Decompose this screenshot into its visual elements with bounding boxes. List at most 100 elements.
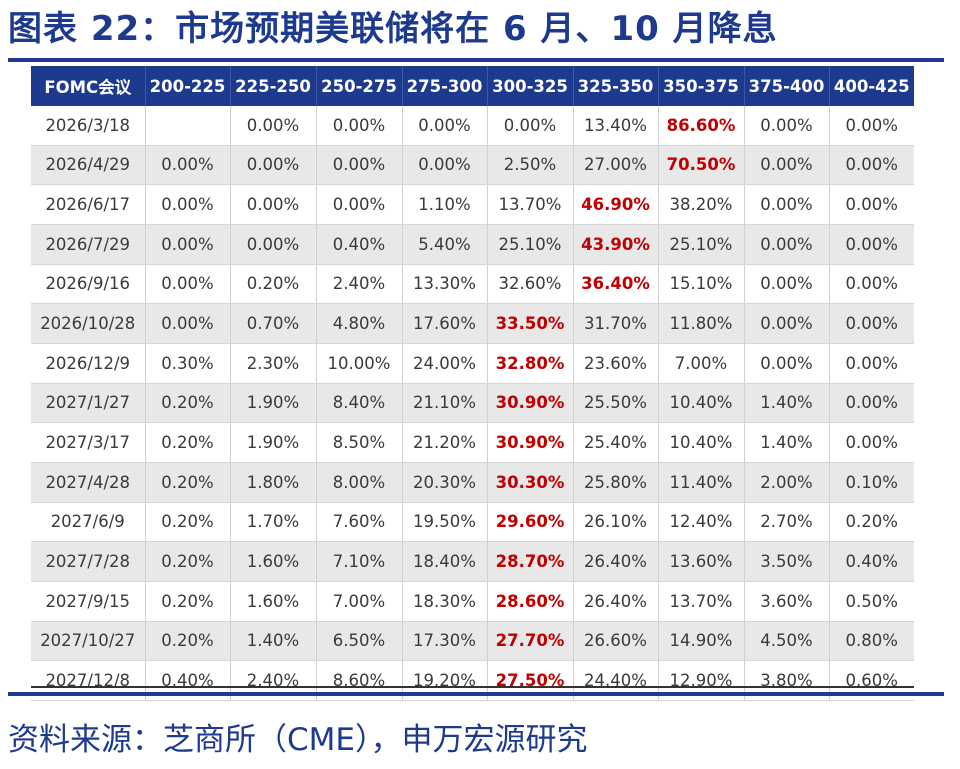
probability-cell: 15.10% — [658, 264, 745, 305]
header-cell-range: 300-325 — [487, 66, 574, 106]
probability-cell: 3.60% — [744, 581, 830, 622]
probability-cell: 0.00% — [829, 106, 914, 146]
probability-cell: 13.70% — [658, 581, 745, 622]
header-cell-range: 225-250 — [230, 66, 317, 106]
highlight-probability-cell: 30.90% — [487, 422, 574, 463]
probability-cell: 2.40% — [316, 264, 403, 305]
probability-cell: 7.60% — [316, 502, 403, 543]
probability-cell: 17.60% — [402, 303, 488, 344]
probability-cell: 8.40% — [316, 383, 403, 424]
table-header-row: FOMC会议 200-225 225-250 250-275 275-300 300-32… — [31, 66, 914, 106]
table-row: 2027/7/28 0.20% 1.60% 7.10% 18.40% 28.70% 26.4… — [31, 541, 914, 582]
highlight-probability-cell: 32.80% — [487, 343, 574, 384]
table-bottom-border — [31, 686, 914, 688]
probability-cell: 8.00% — [316, 462, 403, 503]
probability-cell: 0.00% — [829, 145, 914, 186]
table-row: 2027/4/28 0.20% 1.80% 8.00% 20.30% 30.30% 25.8… — [31, 462, 914, 503]
probability-cell: 0.00% — [829, 343, 914, 384]
probability-cell: 23.60% — [573, 343, 659, 384]
highlight-probability-cell: 30.90% — [487, 383, 574, 424]
probability-cell: 26.10% — [573, 502, 659, 543]
header-cell-range: 250-275 — [316, 66, 403, 106]
probability-cell: 11.40% — [658, 462, 745, 503]
probability-cell: 10.00% — [316, 343, 403, 384]
probability-cell: 0.40% — [316, 224, 403, 265]
table-row: 2026/12/9 0.30% 2.30% 10.00% 24.00% 32.80% 23.… — [31, 343, 914, 384]
header-cell-range: 375-400 — [744, 66, 830, 106]
highlight-probability-cell: 30.30% — [487, 462, 574, 503]
probability-cell: 8.50% — [316, 422, 403, 463]
probability-cell: 0.00% — [744, 264, 830, 305]
probability-cell: 6.50% — [316, 621, 403, 662]
header-cell-meeting: FOMC会议 — [31, 66, 146, 106]
meeting-date-cell: 2026/12/9 — [31, 343, 146, 384]
probability-cell: 2.70% — [744, 502, 830, 543]
meeting-date-cell: 2026/10/28 — [31, 303, 146, 344]
table-row: 2027/1/27 0.20% 1.90% 8.40% 21.10% 30.90% 25.5… — [31, 383, 914, 424]
probability-cell: 0.00% — [145, 224, 231, 265]
meeting-date-cell: 2026/4/29 — [31, 145, 146, 186]
probability-cell: 0.20% — [829, 502, 914, 543]
probability-cell: 27.00% — [573, 145, 659, 186]
meeting-date-cell: 2027/4/28 — [31, 462, 146, 503]
probability-cell: 0.00% — [316, 106, 403, 146]
probability-cell: 0.00% — [316, 145, 403, 186]
probability-cell: 2.00% — [744, 462, 830, 503]
meeting-date-cell: 2027/6/9 — [31, 502, 146, 543]
table-row: 2027/9/15 0.20% 1.60% 7.00% 18.30% 28.60% 26.4… — [31, 581, 914, 622]
probability-cell: 0.00% — [316, 184, 403, 225]
probability-table-container: FOMC会议 200-225 225-250 250-275 275-300 300-32… — [31, 66, 914, 701]
probability-cell: 25.10% — [658, 224, 745, 265]
probability-cell: 0.30% — [145, 343, 231, 384]
highlight-probability-cell: 29.60% — [487, 502, 574, 543]
footer-rule — [8, 692, 944, 696]
probability-cell: 0.00% — [230, 106, 317, 146]
probability-cell: 0.00% — [744, 106, 830, 146]
probability-cell: 0.20% — [145, 581, 231, 622]
probability-cell: 31.70% — [573, 303, 659, 344]
rate-probability-table: FOMC会议 200-225 225-250 250-275 275-300 300-32… — [31, 66, 914, 701]
probability-cell: 0.00% — [744, 343, 830, 384]
meeting-date-cell: 2027/10/27 — [31, 621, 146, 662]
highlight-probability-cell: 28.70% — [487, 541, 574, 582]
probability-cell: 0.00% — [829, 224, 914, 265]
probability-cell: 1.40% — [230, 621, 317, 662]
probability-cell: 0.00% — [829, 264, 914, 305]
title-rule — [8, 58, 944, 62]
probability-cell: 0.20% — [145, 541, 231, 582]
table-row: 2027/3/17 0.20% 1.90% 8.50% 21.20% 30.90% 25.4… — [31, 422, 914, 463]
probability-cell: 26.60% — [573, 621, 659, 662]
probability-cell: 0.00% — [402, 106, 488, 146]
probability-cell: 0.00% — [744, 184, 830, 225]
probability-cell: 4.80% — [316, 303, 403, 344]
probability-cell: 7.10% — [316, 541, 403, 582]
probability-cell: 0.50% — [829, 581, 914, 622]
table-row: 2027/6/9 0.20% 1.70% 7.60% 19.50% 29.60% 26.10… — [31, 502, 914, 543]
chart-title: 图表 22：市场预期美联储将在 6 月、10 月降息 — [8, 9, 778, 49]
probability-cell: 25.40% — [573, 422, 659, 463]
meeting-date-cell: 2026/3/18 — [31, 106, 146, 146]
probability-cell: 21.20% — [402, 422, 488, 463]
probability-cell: 17.30% — [402, 621, 488, 662]
probability-cell: 0.00% — [145, 145, 231, 186]
probability-cell: 0.20% — [145, 462, 231, 503]
table-row: 2026/7/29 0.00% 0.00% 0.40% 5.40% 25.10% 43.90… — [31, 224, 914, 265]
probability-cell: 13.40% — [573, 106, 659, 146]
header-cell-range: 200-225 — [145, 66, 231, 106]
probability-cell: 1.70% — [230, 502, 317, 543]
highlight-probability-cell: 28.60% — [487, 581, 574, 622]
probability-cell: 0.20% — [145, 422, 231, 463]
probability-cell: 7.00% — [316, 581, 403, 622]
table-body: 2026/3/18 0.00% 0.00% 0.00% 0.00% 13.40% 86.60… — [31, 106, 914, 701]
probability-cell: 5.40% — [402, 224, 488, 265]
probability-cell: 26.40% — [573, 541, 659, 582]
probability-cell: 0.00% — [145, 264, 231, 305]
probability-cell: 19.50% — [402, 502, 488, 543]
source-note: 资料来源：芝商所（CME），申万宏源研究 — [8, 722, 588, 758]
probability-cell: 0.00% — [829, 383, 914, 424]
probability-cell: 0.20% — [145, 502, 231, 543]
probability-cell: 25.50% — [573, 383, 659, 424]
table-row: 2026/3/18 0.00% 0.00% 0.00% 0.00% 13.40% 86.60… — [31, 106, 914, 146]
probability-cell — [145, 106, 231, 146]
highlight-probability-cell: 70.50% — [658, 145, 745, 186]
